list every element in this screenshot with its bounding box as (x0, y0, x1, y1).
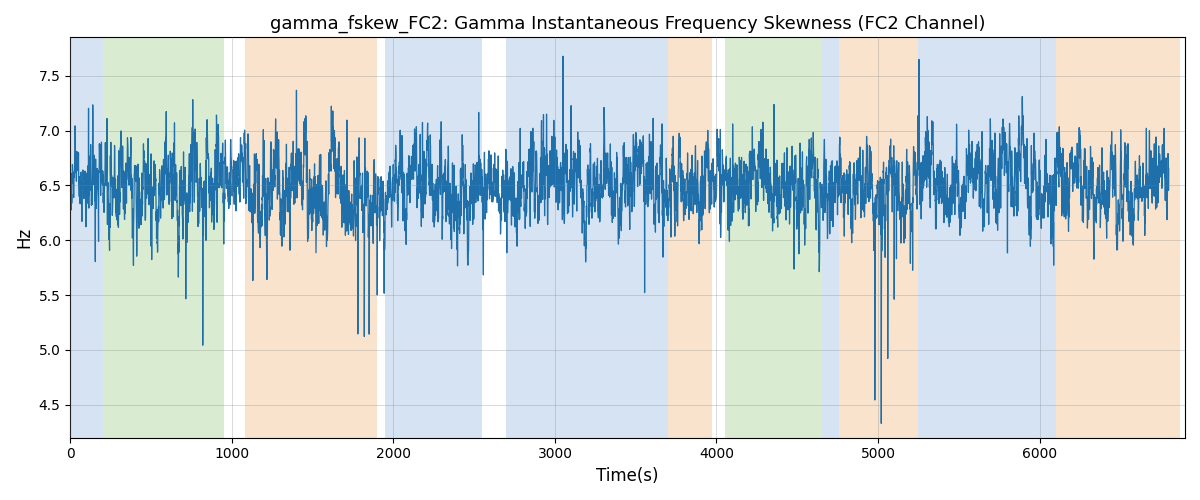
Bar (725, 38, 822, 438)
Bar (822, 38, 839, 438)
Bar (1056, 38, 1180, 438)
Bar (385, 38, 482, 438)
Y-axis label: Hz: Hz (16, 227, 34, 248)
X-axis label: Time(s): Time(s) (596, 467, 659, 485)
Bar (245, 38, 377, 438)
Bar (839, 38, 918, 438)
Bar (506, 38, 668, 438)
Bar (102, 38, 223, 438)
Bar (918, 38, 1056, 438)
Bar (668, 38, 712, 438)
Title: gamma_fskew_FC2: Gamma Instantaneous Frequency Skewness (FC2 Channel): gamma_fskew_FC2: Gamma Instantaneous Fre… (270, 15, 985, 34)
Bar (71, 38, 102, 438)
